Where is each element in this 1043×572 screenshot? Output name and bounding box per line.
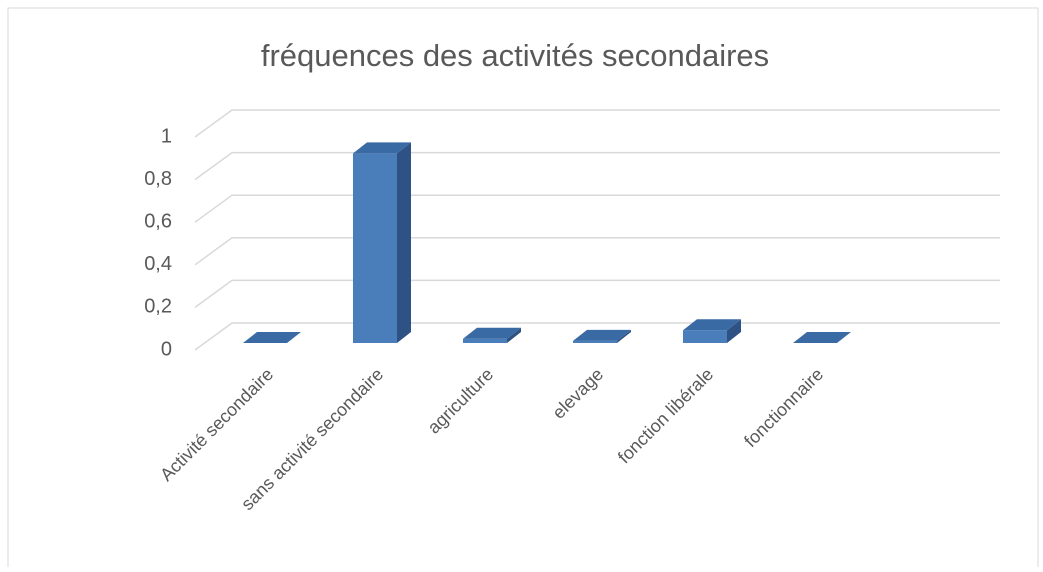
bar	[793, 332, 851, 343]
bar-top	[573, 329, 631, 341]
grid-line	[194, 322, 1000, 351]
grid-line	[194, 237, 1000, 266]
bar-top	[353, 142, 411, 154]
bar-front	[353, 153, 397, 343]
y-tick-label: 0,4	[144, 253, 172, 275]
grid-line	[194, 194, 1000, 223]
bar	[463, 327, 521, 343]
bar-top	[683, 319, 741, 331]
bar-front	[683, 330, 727, 343]
bar	[683, 319, 741, 343]
bar-front	[463, 338, 507, 343]
bar-side	[617, 329, 631, 343]
bar-top	[793, 332, 851, 343]
x-tick-label: fonctionnaire	[740, 364, 827, 451]
y-tick-label: 0	[161, 338, 172, 360]
bar	[243, 332, 301, 343]
bar-side	[397, 142, 411, 343]
chart-title: fréquences des activités secondaires	[261, 38, 769, 73]
bar-side	[507, 327, 521, 343]
chart-border	[7, 7, 1039, 572]
bar-top	[463, 327, 521, 339]
grid-line	[194, 279, 1000, 309]
x-tick-label: elevage	[548, 364, 607, 423]
grid-line	[194, 151, 1000, 181]
x-tick-label: fonction libérale	[614, 364, 717, 467]
x-tick-label: agriculture	[424, 364, 498, 438]
y-tick-label: 0,6	[144, 210, 172, 232]
bar-top	[243, 332, 301, 343]
grid-line	[194, 109, 1000, 138]
x-tick-label: Activité secondaire	[156, 364, 277, 485]
bar-side	[727, 319, 741, 343]
y-tick-label: 0,8	[144, 168, 172, 190]
bar	[573, 329, 631, 343]
y-tick-label: 1	[161, 125, 172, 147]
y-tick-label: 0,2	[144, 296, 172, 318]
bar-front	[573, 340, 617, 343]
bar	[353, 142, 411, 343]
